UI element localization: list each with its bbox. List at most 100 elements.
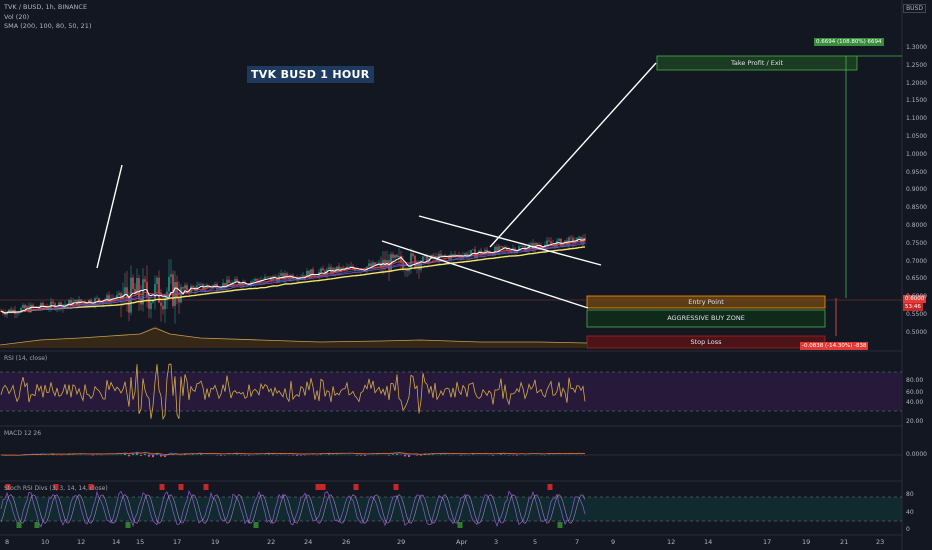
- stoch-tick: 40: [906, 509, 914, 516]
- time-tick: 14: [112, 538, 121, 546]
- candle-body: [494, 246, 496, 256]
- bull-div-marker: [34, 522, 40, 528]
- candle-body: [312, 269, 314, 276]
- candle-body: [280, 273, 282, 276]
- candle-body: [394, 255, 396, 258]
- price-tick: 0.7500: [906, 239, 927, 247]
- time-tick: 21: [840, 538, 849, 546]
- candle-body: [180, 287, 182, 303]
- entry-zone[interactable]: [586, 295, 826, 309]
- candle-body: [464, 253, 466, 256]
- candle-body: [234, 279, 236, 283]
- price-tick: 0.9000: [906, 186, 927, 194]
- candle-body: [518, 246, 520, 251]
- candle-body: [44, 306, 46, 308]
- candle-body: [164, 297, 166, 310]
- macd-bar: [220, 455, 222, 456]
- price-tick: 0.9500: [906, 168, 927, 176]
- macd-panel-label[interactable]: MACD 12 26: [4, 430, 42, 437]
- rsi-panel-label[interactable]: RSI (14, close): [4, 355, 48, 362]
- candle-body: [184, 285, 186, 289]
- sma-200-line: [0, 246, 586, 314]
- candle-body: [392, 254, 394, 258]
- candle-body: [268, 276, 270, 278]
- candle-body: [548, 240, 550, 242]
- candle-body: [426, 255, 428, 263]
- volume-indicator-label[interactable]: Vol (20): [4, 13, 30, 21]
- macd-bar: [396, 453, 398, 455]
- candle-body: [500, 246, 502, 247]
- take-profit-zone[interactable]: [656, 55, 858, 71]
- trend-line-up: [96, 164, 123, 269]
- candle-body: [444, 255, 446, 257]
- candle-body: [74, 299, 76, 302]
- candle-body: [504, 247, 506, 249]
- candle-body: [396, 255, 398, 258]
- bull-div-marker: [125, 522, 131, 528]
- candle-body: [408, 268, 410, 272]
- candle-body: [536, 243, 538, 246]
- candle-body: [418, 262, 420, 270]
- time-tick: 29: [397, 538, 406, 546]
- candle-body: [294, 279, 296, 280]
- stoch-band: [0, 497, 902, 521]
- macd-bar: [160, 455, 162, 457]
- macd-bar: [300, 455, 302, 456]
- candle-body: [266, 276, 268, 278]
- time-tick: 24: [304, 538, 313, 546]
- candle-body: [570, 237, 572, 239]
- aggressive-buy-zone[interactable]: [586, 309, 826, 328]
- candle-body: [456, 254, 458, 256]
- candle-body: [296, 279, 298, 280]
- time-tick: 8: [5, 538, 10, 546]
- candle-body: [106, 295, 108, 300]
- candle-body: [308, 270, 310, 278]
- candle-body: [154, 283, 156, 300]
- candle-body: [550, 241, 552, 244]
- candle-body: [342, 267, 344, 269]
- price-tick: 0.8000: [906, 222, 927, 229]
- candle-body: [40, 303, 42, 308]
- macd-bar: [320, 454, 322, 455]
- bear-div-marker: [320, 484, 326, 490]
- macd-bar: [184, 454, 186, 455]
- candle-body: [578, 236, 580, 238]
- symbol-label[interactable]: TVK / BUSD, 1h, BINANCE: [4, 3, 88, 11]
- stoch-k-line: [0, 490, 586, 528]
- stoch-panel-label[interactable]: Stoch RSI Divs (3, 3, 14, 14, close): [4, 485, 108, 492]
- candle-body: [420, 261, 422, 270]
- bear-div-marker: [547, 484, 553, 490]
- candle-body: [344, 267, 346, 269]
- candle-body: [160, 302, 162, 306]
- candle-body: [282, 273, 284, 280]
- time-tick: 17: [763, 538, 772, 546]
- bull-div-marker: [16, 522, 22, 528]
- time-tick: 14: [704, 538, 713, 546]
- bear-div-marker: [5, 484, 11, 490]
- candle-body: [286, 273, 288, 278]
- candle-body: [64, 304, 66, 305]
- candle-body: [128, 298, 130, 313]
- candle-body: [186, 285, 188, 291]
- candle-body: [484, 249, 486, 253]
- candle-body: [506, 247, 508, 251]
- candle-body: [432, 255, 434, 259]
- chart-title: TVK BUSD 1 HOUR: [247, 66, 374, 83]
- macd-bar: [144, 453, 146, 455]
- sma-100-line: [0, 243, 586, 314]
- macd-bar: [500, 454, 502, 455]
- candle-body: [50, 301, 52, 308]
- sma-indicator-label[interactable]: SMA (200, 100, 80, 50, 21): [4, 22, 92, 30]
- candle-body: [98, 298, 100, 301]
- time-tick: Apr: [456, 538, 468, 546]
- time-tick: 26: [342, 538, 351, 546]
- price-tick: 0.5500: [906, 311, 927, 318]
- sma-21-line: [0, 238, 586, 314]
- candle-body: [30, 304, 32, 312]
- candle-body: [566, 240, 568, 246]
- candle-body: [262, 279, 264, 281]
- rsi-tick: 40.00: [906, 399, 924, 406]
- candle-body: [120, 293, 122, 300]
- macd-bar: [492, 455, 494, 456]
